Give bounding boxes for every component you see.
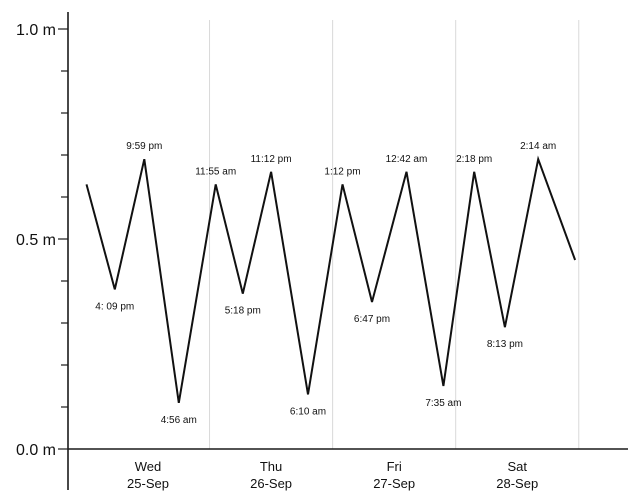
x-tick-label-day: Thu — [260, 459, 282, 474]
x-tick-label-date: 25-Sep — [127, 476, 169, 491]
low-tide-label: 5:18 pm — [225, 306, 261, 317]
x-tick-label-date: 26-Sep — [250, 476, 292, 491]
tide-time-labels: 4: 09 pm 9:59 pm 4:56 am 11:55 am 5:18 pm 11:… — [95, 141, 556, 426]
x-tick-labels: Wed 25-Sep Thu 26-Sep Fri 27-Sep Sat 28-Sep — [127, 459, 538, 491]
y-tick-label: 0.5 m — [16, 232, 56, 249]
high-tide-label: 9:59 pm — [126, 141, 162, 152]
high-tide-label: 11:12 pm — [251, 154, 292, 165]
high-tide-label: 12:42 am — [386, 154, 428, 165]
y-tick-label: 1.0 m — [16, 22, 56, 39]
x-tick-label-day: Wed — [135, 459, 162, 474]
high-tide-label: 2:14 am — [520, 141, 556, 152]
low-tide-label: 6:47 pm — [354, 314, 390, 325]
x-tick-label-day: Sat — [507, 459, 527, 474]
high-tide-label: 1:12 pm — [324, 166, 360, 177]
y-ticks: 1.0 m 0.5 m 0.0 m — [16, 22, 68, 459]
low-tide-label: 8:13 pm — [487, 339, 523, 350]
low-tide-label: 4: 09 pm — [95, 301, 134, 312]
tide-series-line — [85, 155, 577, 403]
x-tick-label-day: Fri — [387, 459, 402, 474]
high-tide-label: 11:55 am — [195, 166, 236, 177]
low-tide-label: 6:10 am — [290, 406, 326, 417]
low-tide-label: 4:56 am — [161, 415, 197, 426]
axes-layer — [67, 12, 628, 490]
low-tide-label: 7:35 am — [425, 398, 461, 409]
y-tick-label: 0.0 m — [16, 442, 56, 459]
high-tide-label: 2:18 pm — [456, 154, 492, 165]
grid-layer — [209, 20, 580, 449]
x-tick-label-date: 27-Sep — [373, 476, 415, 491]
x-tick-label-date: 28-Sep — [496, 476, 538, 491]
